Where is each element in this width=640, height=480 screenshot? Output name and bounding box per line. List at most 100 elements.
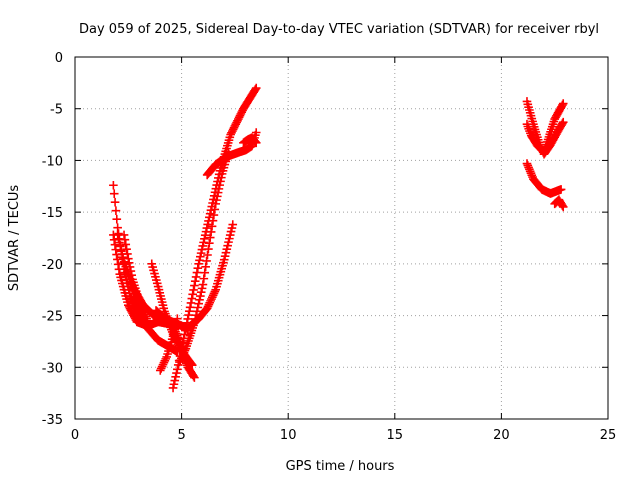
- data-point: [190, 281, 199, 290]
- data-point: [185, 302, 195, 312]
- data-point: [124, 254, 133, 263]
- data-point: [173, 314, 182, 323]
- data-point: [196, 287, 206, 297]
- data-point: [205, 238, 214, 248]
- data-point: [220, 251, 230, 261]
- data-series: [550, 195, 568, 212]
- data-point: [193, 303, 203, 312]
- data-point: [187, 294, 197, 303]
- data-point: [251, 128, 261, 137]
- data-point: [190, 276, 200, 286]
- data-point: [168, 331, 178, 341]
- data-point: [189, 285, 198, 295]
- data-point: [116, 245, 126, 255]
- data-point: [186, 298, 196, 308]
- y-tick-label: -35: [42, 413, 63, 428]
- data-point: [123, 249, 132, 259]
- data-point: [558, 202, 568, 212]
- data-point: [251, 137, 260, 147]
- data-point: [202, 256, 211, 266]
- data-point: [199, 274, 209, 283]
- data-point: [194, 299, 203, 308]
- data-point: [251, 138, 261, 148]
- data-point: [205, 209, 215, 219]
- data-point: [170, 376, 180, 385]
- data-point: [206, 227, 216, 237]
- data-point: [109, 180, 118, 190]
- data-point: [152, 279, 162, 288]
- data-point: [120, 235, 130, 244]
- data-series: [239, 133, 261, 148]
- data-point: [222, 244, 232, 254]
- data-point: [109, 189, 119, 199]
- data-point: [152, 275, 161, 285]
- data-series: [202, 128, 261, 180]
- data-point: [558, 117, 568, 127]
- data-point: [172, 368, 181, 378]
- data-point: [189, 371, 198, 381]
- data-point: [126, 266, 136, 276]
- y-tick-label: -25: [42, 310, 63, 325]
- data-point: [173, 365, 182, 374]
- data-point: [225, 234, 234, 243]
- data-point: [200, 234, 209, 244]
- data-point: [125, 262, 135, 272]
- y-tick-label: -30: [42, 361, 63, 376]
- data-point: [171, 321, 180, 331]
- x-tick-label: 25: [600, 428, 617, 443]
- data-point: [122, 244, 131, 254]
- data-point: [149, 266, 158, 275]
- data-point: [127, 270, 137, 280]
- x-tick-label: 20: [493, 428, 510, 443]
- y-tick-label: 0: [55, 51, 63, 66]
- data-point: [204, 244, 213, 254]
- data-point: [191, 272, 201, 282]
- y-tick-label: -10: [42, 154, 63, 169]
- data-point: [194, 259, 203, 269]
- data-point: [221, 248, 231, 257]
- data-point: [200, 268, 210, 278]
- data-point: [209, 210, 219, 220]
- data-point: [205, 233, 215, 242]
- data-point: [170, 324, 180, 334]
- data-point: [113, 223, 122, 232]
- data-point: [200, 230, 210, 240]
- data-point: [114, 234, 123, 244]
- y-tick-label: -5: [50, 103, 63, 118]
- data-point: [147, 259, 157, 269]
- data-point: [168, 383, 178, 393]
- data-point: [210, 205, 220, 214]
- data-point: [110, 197, 120, 207]
- data-point: [224, 237, 233, 247]
- x-tick-label: 15: [387, 428, 404, 443]
- data-point: [198, 241, 208, 251]
- data-point: [558, 201, 567, 210]
- data-point: [111, 206, 121, 215]
- data-point: [226, 227, 236, 236]
- data-series: [522, 99, 568, 157]
- data-point: [192, 307, 202, 316]
- data-point: [208, 216, 218, 226]
- data-point: [251, 83, 261, 93]
- data-series: [175, 147, 233, 367]
- data-point: [207, 222, 217, 231]
- data-point: [202, 223, 212, 233]
- data-point: [197, 284, 207, 293]
- data-point: [116, 242, 125, 251]
- x-tick-label: 5: [177, 428, 185, 443]
- x-tick-label: 10: [280, 428, 297, 443]
- data-point: [201, 262, 210, 272]
- data-point: [219, 255, 229, 265]
- data-point: [169, 328, 179, 338]
- data-point: [205, 213, 214, 222]
- data-point: [203, 220, 212, 229]
- data-point: [193, 263, 203, 273]
- data-point: [556, 185, 566, 194]
- data-series: [155, 314, 182, 375]
- data-point: [192, 268, 202, 277]
- data-point: [151, 272, 160, 282]
- data-point: [227, 223, 237, 233]
- data-point: [190, 373, 199, 382]
- plot-frame: [74, 56, 609, 420]
